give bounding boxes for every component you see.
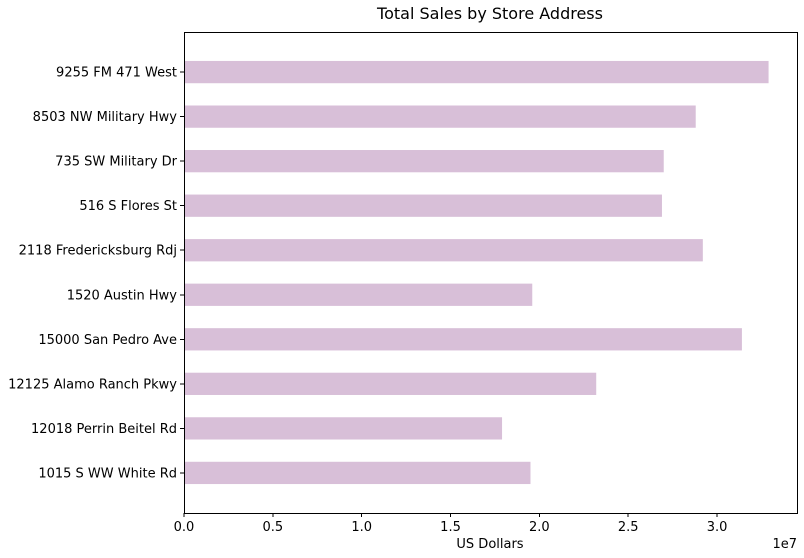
y-tick-label: 1520 Austin Hwy xyxy=(67,288,178,303)
x-axis-label: US Dollars xyxy=(456,537,523,552)
x-tick-label: 1.0 xyxy=(351,520,372,535)
bar-9 xyxy=(184,60,769,84)
y-tick-label: 2118 Fredericksburg Rdj xyxy=(19,244,177,259)
y-tick-label: 1015 S WW White Rd xyxy=(38,466,177,481)
bar-4 xyxy=(184,283,533,306)
bar-0 xyxy=(184,461,531,485)
bars-layer xyxy=(184,60,769,485)
bar-7 xyxy=(184,150,664,173)
bar-5 xyxy=(184,239,703,262)
x-tick-label: 0.5 xyxy=(262,520,283,535)
y-tick-label: 9255 FM 471 West xyxy=(56,66,177,81)
y-tick-label: 516 S Flores St xyxy=(79,199,177,214)
x-tick-label: 1.5 xyxy=(440,520,461,535)
y-tick-label: 15000 San Pedro Ave xyxy=(38,333,177,348)
plot-frame xyxy=(184,32,798,514)
chart-title: Total Sales by Store Address xyxy=(376,4,603,23)
y-tick-label: 8503 NW Military Hwy xyxy=(33,110,178,125)
y-tick-label: 12018 Perrin Beitel Rd xyxy=(31,422,177,437)
y-axis-ticks: 1015 S WW White Rd 12018 Perrin Beitel Rd… xyxy=(8,66,184,481)
bar-1 xyxy=(184,417,503,440)
y-tick-label: 735 SW Military Dr xyxy=(55,155,177,170)
y-tick-label: 12125 Alamo Ranch Pkwy xyxy=(8,377,177,392)
x-tick-label: 2.5 xyxy=(618,520,639,535)
bar-6 xyxy=(184,194,662,217)
x-tick-label: 2.0 xyxy=(529,520,550,535)
bar-3 xyxy=(184,328,742,351)
x-axis-ticks: 0.0 0.5 1.0 1.5 2.0 2.5 3.0 xyxy=(174,513,728,535)
bar-2 xyxy=(184,372,597,395)
bar-8 xyxy=(184,105,696,128)
x-axis-scale-label: 1e7 xyxy=(772,537,797,552)
x-tick-label: 0.0 xyxy=(174,520,195,535)
x-tick-label: 3.0 xyxy=(707,520,728,535)
